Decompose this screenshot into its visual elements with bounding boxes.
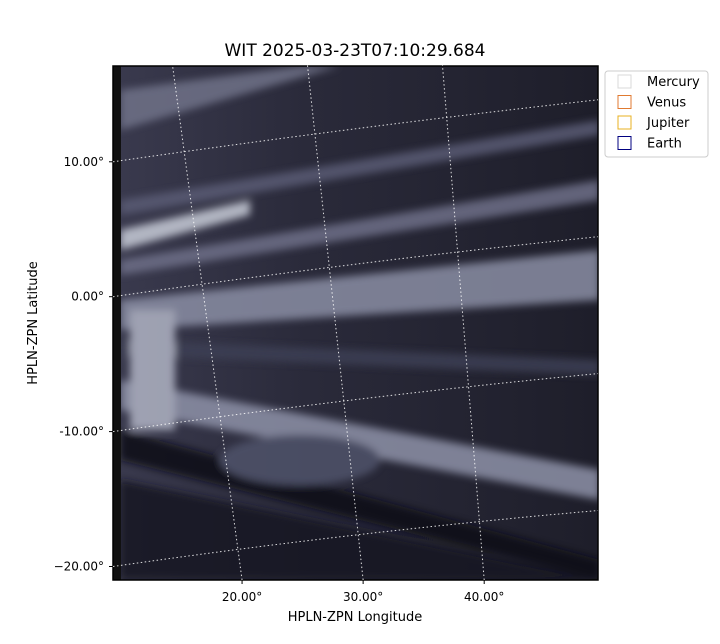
y-tick-label: 0.00°: [71, 290, 104, 304]
image: [113, 66, 598, 580]
legend: Mercury Venus Jupiter Earth: [604, 70, 709, 158]
y-tick-label: 10.00°: [64, 155, 104, 169]
plot-frame: [112, 65, 599, 581]
grid-line: [171, 61, 243, 581]
grid-line: [112, 236, 599, 298]
legend-label: Earth: [647, 137, 682, 152]
x-tick-label: 40.00°: [464, 590, 504, 604]
y-tick-label: -10.00°: [59, 425, 104, 439]
chart-title: WIT 2025-03-23T07:10:29.684: [225, 41, 486, 61]
grid-line: [112, 99, 599, 163]
legend-label: Jupiter: [646, 116, 690, 131]
x-axis-label: HPLN-ZPN Longitude: [288, 610, 423, 625]
y-tick-label: −20.00°: [54, 560, 104, 574]
legend-box: [604, 70, 709, 158]
x-tick-label: 20.00°: [222, 590, 262, 604]
legend-swatch: [617, 74, 632, 89]
y-axis-label: HPLN-ZPN Latitude: [26, 261, 41, 384]
grid-line: [112, 510, 599, 568]
legend-swatch: [617, 136, 632, 150]
grid-line: [441, 61, 485, 581]
x-tick-label: 30.00°: [343, 590, 383, 604]
legend-label: Mercury: [647, 75, 700, 90]
grid-line: [112, 373, 599, 433]
legend-swatch: [617, 115, 632, 130]
grid-line: [306, 61, 364, 581]
legend-swatch: [617, 95, 632, 109]
legend-label: Venus: [647, 96, 686, 111]
